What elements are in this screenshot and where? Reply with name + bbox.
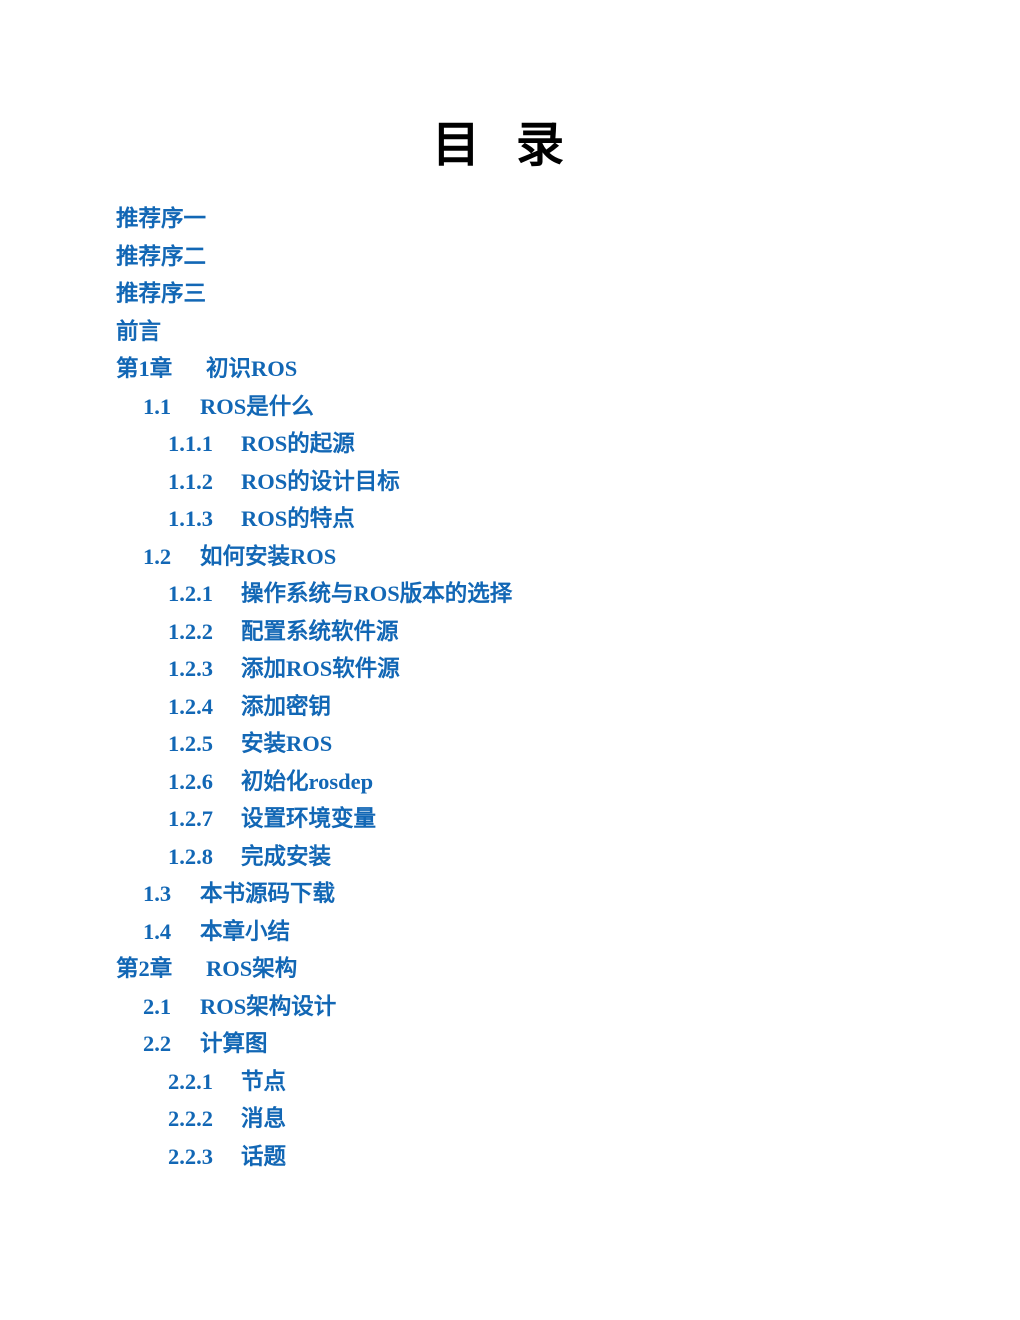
toc-entry-label: 添加ROS软件源	[241, 656, 400, 681]
toc-entry[interactable]: 第2章 ROS架构	[116, 950, 960, 988]
toc-entry-label: 配置系统软件源	[241, 618, 399, 644]
toc-entry[interactable]: 1.1.3 ROS的特点	[116, 500, 960, 538]
toc-entry-number: 1.2.7	[168, 806, 213, 831]
toc-entry-label: 计算图	[200, 1031, 268, 1056]
toc-entry-label: 推荐序一	[116, 206, 207, 231]
toc-entry-label: ROS是什么	[200, 393, 314, 419]
toc-entry-number: 2.2	[143, 1031, 172, 1056]
toc-entry-label: 设置环境变量	[241, 806, 377, 831]
toc-entry[interactable]: 1.1.2 ROS的设计目标	[116, 463, 960, 501]
toc-entry-label: 前言	[116, 318, 162, 344]
toc-entry[interactable]: 1.4 本章小结	[116, 913, 960, 951]
toc-entry[interactable]: 前言	[116, 313, 960, 351]
toc-entry-label: 添加密钥	[241, 693, 332, 719]
toc-entry-label: ROS的设计目标	[241, 468, 400, 494]
toc-entry[interactable]: 1.2.8 完成安装	[116, 838, 960, 876]
toc-entry-label: 完成安装	[241, 843, 332, 869]
toc-entry-label: 安装ROS	[241, 731, 333, 756]
toc-entry[interactable]: 1.2.7 设置环境变量	[116, 800, 960, 838]
toc-entry[interactable]: 1.2.4 添加密钥	[116, 688, 960, 726]
toc-entry-label: 消息	[241, 1106, 287, 1131]
toc-entry-number: 1.2.8	[168, 843, 213, 869]
toc-entry-label: 操作系统与ROS版本的选择	[241, 581, 513, 606]
toc-entry-number: 1.2.4	[168, 693, 213, 719]
toc-entry-number: 1.1.1	[168, 431, 213, 456]
toc-entry-number: 1.2.5	[168, 731, 213, 756]
toc-entry-number: 1.1	[143, 393, 172, 419]
toc-entry-number: 1.2.3	[168, 656, 213, 681]
toc-entry[interactable]: 2.1 ROS架构设计	[116, 988, 960, 1026]
toc-entry[interactable]: 推荐序一	[116, 200, 960, 238]
toc-entry[interactable]: 1.3 本书源码下载	[116, 875, 960, 913]
toc-entry-label: 话题	[241, 1143, 287, 1169]
toc-entry-label: 节点	[241, 1068, 287, 1094]
toc-entry[interactable]: 1.1.1 ROS的起源	[116, 425, 960, 463]
toc-entry-label: ROS的特点	[241, 506, 355, 531]
toc-entry-number: 1.2.6	[168, 768, 213, 794]
toc-entry[interactable]: 1.1 ROS是什么	[116, 388, 960, 426]
toc-entry-number: 2.1	[143, 993, 172, 1019]
toc-entry-label: ROS架构	[206, 956, 298, 981]
toc-entry-number: 2.2.3	[168, 1143, 213, 1169]
toc-entry-number: 1.2	[143, 543, 172, 569]
toc-entry[interactable]: 1.2.1 操作系统与ROS版本的选择	[116, 575, 960, 613]
toc-list: 推荐序一推荐序二推荐序三前言第1章 初识ROS 1.1 ROS是什么 1.1.1 ROS的…	[0, 200, 1020, 1175]
page-title: 目 录	[431, 119, 576, 172]
toc-entry-label: 推荐序三	[116, 281, 207, 306]
toc-entry[interactable]: 1.2.2 配置系统软件源	[116, 613, 960, 651]
toc-entry-number: 第2章	[116, 956, 173, 981]
toc-entry-label: 推荐序二	[116, 243, 207, 269]
toc-entry[interactable]: 1.2.6 初始化rosdep	[116, 763, 960, 801]
toc-entry[interactable]: 2.2 计算图	[116, 1025, 960, 1063]
toc-entry[interactable]: 1.2.5 安装ROS	[116, 725, 960, 763]
toc-entry-label: 初识ROS	[206, 356, 298, 381]
toc-entry[interactable]: 1.2 如何安装ROS	[116, 538, 960, 576]
toc-entry-label: 初始化rosdep	[241, 768, 374, 794]
toc-entry[interactable]: 2.2.1 节点	[116, 1063, 960, 1101]
toc-entry-number: 1.4	[143, 918, 172, 944]
toc-entry[interactable]: 推荐序三	[116, 275, 960, 313]
toc-entry-label: 本章小结	[200, 918, 291, 944]
toc-entry-number: 1.3	[143, 881, 172, 906]
toc-entry[interactable]: 2.2.2 消息	[116, 1100, 960, 1138]
toc-entry-label: ROS架构设计	[200, 993, 337, 1019]
toc-entry-number: 1.2.2	[168, 618, 213, 644]
toc-entry-number: 1.1.3	[168, 506, 213, 531]
toc-entry[interactable]: 2.2.3 话题	[116, 1138, 960, 1176]
toc-entry-number: 1.2.1	[168, 581, 213, 606]
toc-entry-number: 第1章	[116, 356, 173, 381]
toc-entry[interactable]: 1.2.3 添加ROS软件源	[116, 650, 960, 688]
toc-entry-label: 本书源码下载	[200, 881, 336, 906]
toc-entry-number: 1.1.2	[168, 468, 213, 494]
toc-entry[interactable]: 推荐序二	[116, 238, 960, 276]
toc-entry-number: 2.2.1	[168, 1068, 213, 1094]
toc-entry-number: 2.2.2	[168, 1106, 213, 1131]
toc-entry-label: 如何安装ROS	[200, 543, 337, 569]
toc-entry-label: ROS的起源	[241, 431, 355, 456]
toc-entry[interactable]: 第1章 初识ROS	[116, 350, 960, 388]
